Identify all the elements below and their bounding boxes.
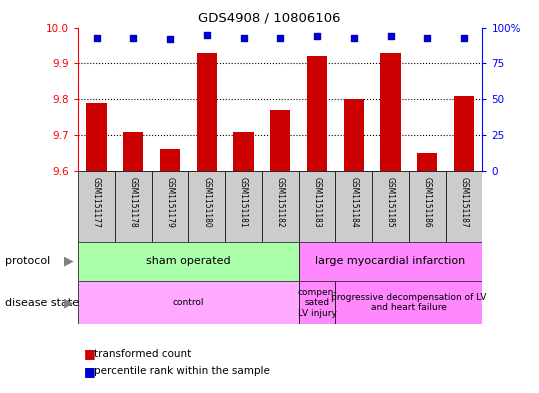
Bar (307, 56, 327, 171)
Text: disease state: disease state (5, 298, 80, 308)
Bar (123, 132, 143, 171)
Text: control: control (172, 298, 204, 307)
Text: ▶: ▶ (64, 296, 74, 309)
Bar (335, 171, 372, 242)
Bar (78, 281, 299, 324)
Point (92, 35, 101, 41)
Text: GSM1151177: GSM1151177 (92, 176, 101, 228)
Text: GDS4908 / 10806106: GDS4908 / 10806106 (198, 12, 341, 25)
Bar (372, 171, 409, 242)
Bar (189, 171, 225, 242)
Text: GSM1151185: GSM1151185 (386, 176, 395, 228)
Point (386, 33, 395, 39)
Text: GSM1151186: GSM1151186 (423, 176, 432, 228)
Point (203, 31, 211, 38)
Bar (160, 149, 180, 171)
Text: GSM1151181: GSM1151181 (239, 176, 248, 227)
Point (129, 35, 137, 41)
Bar (233, 132, 254, 171)
Bar (409, 171, 446, 242)
Bar (454, 95, 474, 171)
Text: large myocardial infarction: large myocardial infarction (315, 256, 466, 266)
Bar (86, 103, 107, 171)
Bar (446, 171, 482, 242)
Point (460, 35, 468, 41)
Text: GSM1151182: GSM1151182 (276, 176, 285, 227)
Text: ■: ■ (84, 347, 95, 360)
Text: sham operated: sham operated (146, 256, 231, 266)
Text: GSM1151184: GSM1151184 (349, 176, 358, 228)
Bar (299, 171, 335, 242)
Text: progressive decompensation of LV
and heart failure: progressive decompensation of LV and hea… (331, 293, 487, 312)
Text: GSM1151183: GSM1151183 (313, 176, 322, 228)
Bar (197, 53, 217, 171)
Bar (335, 281, 482, 324)
Bar (299, 242, 482, 281)
Bar (417, 153, 437, 171)
Bar (381, 53, 400, 171)
Text: protocol: protocol (5, 256, 51, 266)
Text: transformed count: transformed count (94, 349, 191, 359)
Point (165, 36, 174, 42)
Point (239, 35, 248, 41)
Text: GSM1151179: GSM1151179 (165, 176, 175, 228)
Text: GSM1151180: GSM1151180 (202, 176, 211, 228)
Text: ▶: ▶ (64, 255, 74, 268)
Point (349, 35, 358, 41)
Text: GSM1151178: GSM1151178 (129, 176, 138, 228)
Point (276, 35, 285, 41)
Bar (344, 99, 364, 171)
Text: GSM1151187: GSM1151187 (460, 176, 468, 228)
Point (313, 33, 321, 39)
Bar (78, 171, 115, 242)
Text: ■: ■ (84, 365, 95, 378)
Bar (225, 171, 262, 242)
Text: compen-
sated
LV injury: compen- sated LV injury (297, 288, 337, 318)
Bar (151, 171, 189, 242)
Point (423, 35, 432, 41)
Bar (262, 171, 299, 242)
Text: percentile rank within the sample: percentile rank within the sample (94, 366, 270, 376)
Bar (270, 110, 291, 171)
Bar (299, 281, 335, 324)
Bar (78, 242, 299, 281)
Bar (115, 171, 151, 242)
